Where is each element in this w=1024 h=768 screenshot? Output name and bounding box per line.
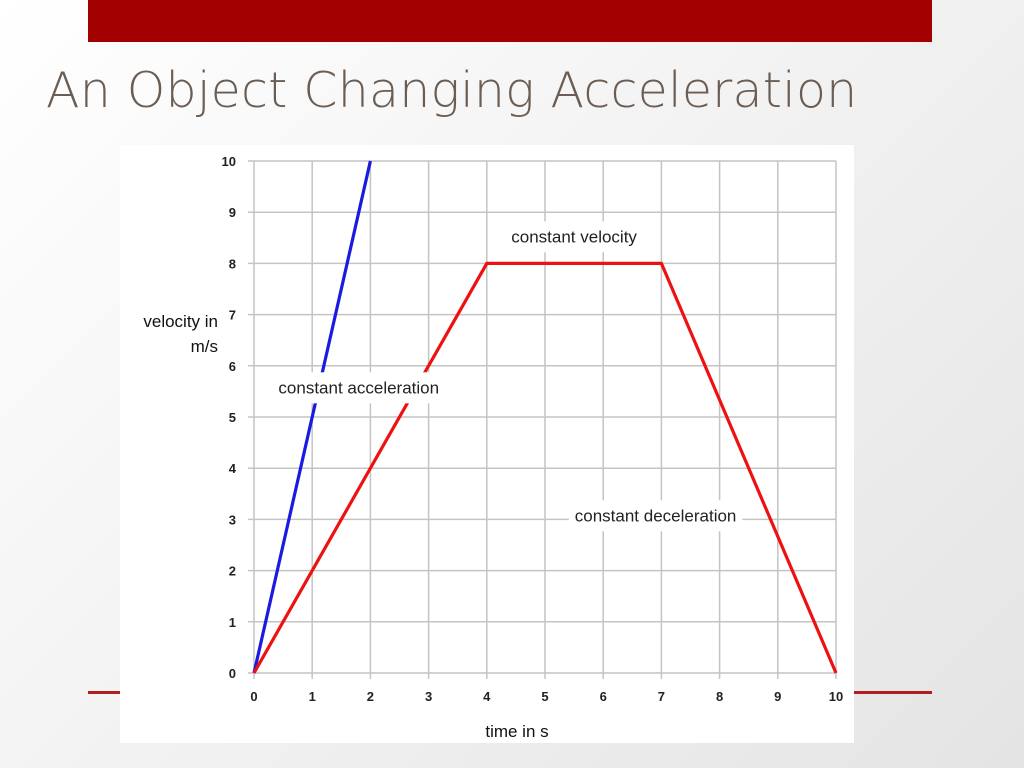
- y-tick-label: 6: [229, 359, 236, 374]
- annotation-background: [505, 221, 644, 253]
- x-tick-label: 9: [774, 689, 781, 704]
- y-tick-label: 3: [229, 512, 236, 527]
- y-tick-label: 5: [229, 410, 236, 425]
- y-tick-label: 1: [229, 615, 236, 630]
- tick-labels: 0 1 2 3 4 5 6 7 8 9 10 0 1 2 3 4 5 6 7 8 9 10: [222, 154, 844, 704]
- x-axis-title: time in s: [485, 722, 548, 741]
- x-tick-label: 8: [716, 689, 723, 704]
- series-line-2: [252, 261, 838, 674]
- series: [252, 160, 838, 674]
- top-accent-bar: [88, 0, 932, 42]
- x-tick-label: 3: [425, 689, 432, 704]
- y-tick-label: 2: [229, 564, 236, 579]
- annotation-background: [568, 500, 743, 532]
- series-line-1: [252, 160, 372, 674]
- y-tick-label: 8: [229, 256, 236, 271]
- axis-titles: time in s velocity in m/s: [143, 312, 548, 741]
- bottom-accent-rule-right: [852, 691, 932, 694]
- chart-panel: constant velocity constant acceleration co…: [120, 145, 854, 743]
- annotation-label: constant acceleration: [278, 378, 439, 397]
- annotation-background: [272, 372, 446, 404]
- y-tick-label: 4: [229, 461, 237, 476]
- x-tick-label: 7: [658, 689, 665, 704]
- x-tick-label: 1: [309, 689, 316, 704]
- y-tick-label: 0: [229, 666, 236, 681]
- slide-title: An Object Changing Acceleration: [46, 62, 858, 119]
- x-tick-label: 5: [541, 689, 548, 704]
- y-tick-label: 10: [222, 154, 236, 169]
- x-tick-label: 10: [829, 689, 843, 704]
- annotations: constant velocity constant acceleration co…: [272, 221, 743, 532]
- annotation-label: constant deceleration: [575, 506, 737, 525]
- y-tick-label: 9: [229, 205, 236, 220]
- annotation-label: constant velocity: [511, 227, 637, 246]
- velocity-time-chart: constant velocity constant acceleration co…: [143, 154, 844, 741]
- x-tick-label: 2: [367, 689, 374, 704]
- x-tick-label: 6: [600, 689, 607, 704]
- y-tick-label: 7: [229, 308, 236, 323]
- bottom-accent-rule-left: [88, 691, 124, 694]
- x-tick-label: 0: [250, 689, 257, 704]
- y-axis-title: velocity in: [143, 312, 218, 331]
- y-axis-title: m/s: [191, 337, 218, 356]
- x-tick-label: 4: [483, 689, 491, 704]
